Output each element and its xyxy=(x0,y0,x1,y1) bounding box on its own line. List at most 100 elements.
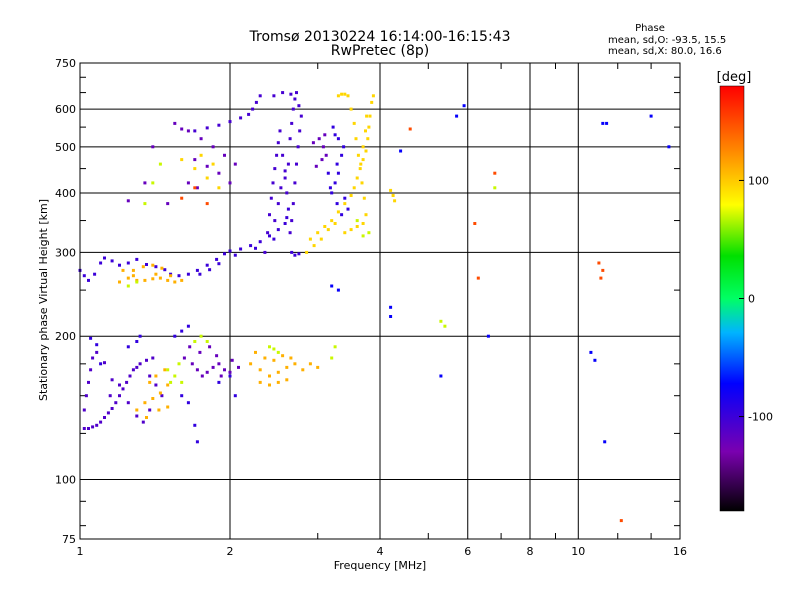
echo-point xyxy=(288,137,292,141)
echo-point xyxy=(349,107,353,111)
echo-point xyxy=(331,125,335,129)
echo-point xyxy=(160,394,164,398)
echo-point xyxy=(476,276,480,280)
echo-point xyxy=(254,350,257,354)
echo-point xyxy=(272,347,276,351)
echo-point xyxy=(228,249,232,253)
echo-point xyxy=(649,114,653,118)
echo-point xyxy=(349,194,353,197)
echo-point xyxy=(295,91,298,95)
echo-point xyxy=(160,266,164,270)
y-tick-label: 400 xyxy=(55,187,76,200)
echo-point xyxy=(143,278,147,282)
echo-point xyxy=(593,358,597,362)
echo-point xyxy=(263,356,267,360)
echo-point xyxy=(180,380,184,384)
echo-point xyxy=(154,374,158,378)
echo-point xyxy=(110,407,114,410)
echo-point xyxy=(288,231,292,235)
x-tick-labels: 1 2 4 6 8 10 16 xyxy=(77,545,688,558)
echo-point xyxy=(217,380,221,384)
phase-stats-line2: mean, sd,X: 80.0, 16.6 xyxy=(608,46,722,57)
grid-lines xyxy=(80,63,680,539)
y-tick-label: 300 xyxy=(55,246,76,259)
echo-point xyxy=(486,334,490,338)
echo-point xyxy=(108,394,112,398)
echo-point xyxy=(324,153,328,157)
echo-point xyxy=(316,231,320,235)
echo-point xyxy=(200,374,204,378)
echo-point xyxy=(163,368,167,372)
echo-point xyxy=(298,129,302,133)
echo-point xyxy=(118,280,121,284)
colorbar-tick-label: 0 xyxy=(748,293,755,306)
chart-title: Tromsø 20130224 16:14:00-16:15:43 xyxy=(249,29,511,45)
echo-point xyxy=(312,244,316,248)
echo-point xyxy=(198,272,202,276)
echo-point xyxy=(276,380,280,384)
echo-point xyxy=(340,92,344,96)
y-tick-label: 100 xyxy=(55,474,76,487)
echo-point xyxy=(258,240,262,244)
echo-point xyxy=(301,368,305,372)
echo-point xyxy=(272,94,276,98)
echo-point xyxy=(103,361,106,365)
echo-point xyxy=(163,268,167,272)
echo-point xyxy=(399,149,403,153)
echo-point xyxy=(151,263,155,267)
echo-point xyxy=(291,107,295,111)
echo-point xyxy=(154,383,158,387)
echo-point xyxy=(135,280,139,284)
echo-point xyxy=(180,329,184,333)
echo-point xyxy=(148,408,152,412)
echo-point xyxy=(158,391,162,395)
echo-point xyxy=(118,263,121,267)
echo-point xyxy=(273,167,277,171)
echo-point xyxy=(493,186,497,190)
echo-point xyxy=(276,141,280,145)
y-tick-label: 75 xyxy=(62,533,76,546)
echo-point xyxy=(299,114,303,118)
echo-point xyxy=(237,365,240,369)
echo-point xyxy=(135,408,139,412)
echo-point xyxy=(308,237,312,241)
echo-point xyxy=(367,231,371,235)
echo-point xyxy=(279,186,283,190)
echo-point xyxy=(336,210,340,214)
echo-point xyxy=(439,374,443,378)
echo-point xyxy=(126,345,130,349)
echo-point xyxy=(118,394,121,398)
echo-point xyxy=(455,114,459,118)
echo-point xyxy=(272,237,276,241)
echo-point xyxy=(599,276,603,280)
echo-point xyxy=(193,129,197,133)
echo-point xyxy=(233,394,237,398)
echo-point xyxy=(597,261,601,265)
echo-point xyxy=(166,202,170,206)
echo-point xyxy=(205,164,209,168)
echo-point xyxy=(667,145,671,149)
echo-point xyxy=(364,149,368,153)
echo-point xyxy=(211,145,215,149)
echo-point xyxy=(340,213,344,217)
echo-point xyxy=(286,162,290,166)
echo-point xyxy=(121,268,125,272)
echo-point xyxy=(361,222,365,225)
echo-point xyxy=(141,420,145,424)
echo-point xyxy=(217,123,221,127)
echo-point xyxy=(199,153,203,157)
echo-point xyxy=(188,345,192,349)
echo-point xyxy=(281,354,285,358)
echo-point xyxy=(121,387,125,391)
echo-point xyxy=(217,186,221,190)
echo-point xyxy=(283,176,287,180)
echo-point xyxy=(173,374,177,378)
echo-point xyxy=(342,145,346,149)
echo-point xyxy=(254,100,258,104)
echo-point xyxy=(126,276,130,280)
echo-point xyxy=(601,268,605,272)
echo-point xyxy=(138,362,142,366)
echo-point xyxy=(177,362,181,366)
echo-point xyxy=(87,380,90,384)
echo-point xyxy=(87,278,90,282)
